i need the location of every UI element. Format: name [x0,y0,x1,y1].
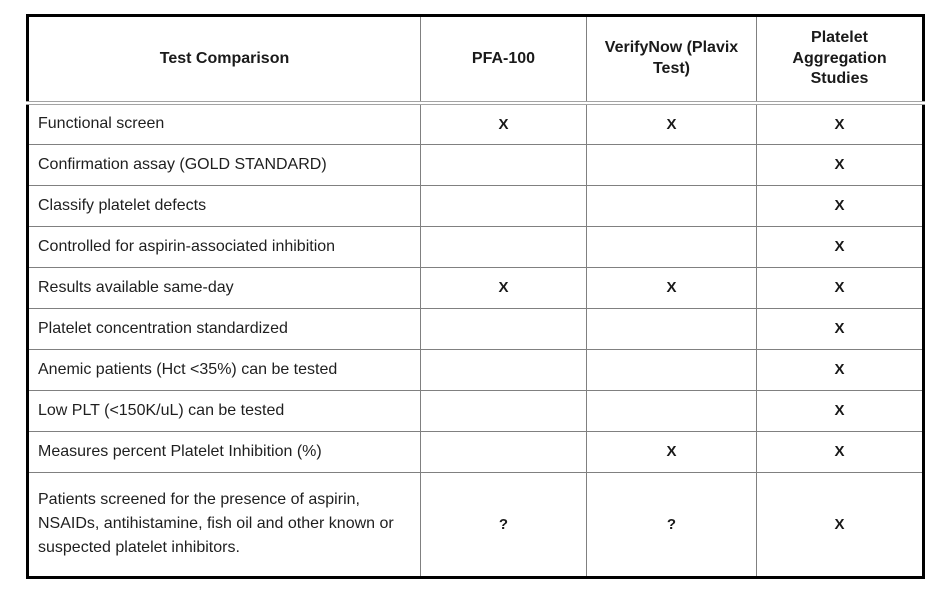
x-mark-cell: X [756,471,924,578]
x-mark-cell: X [756,143,924,186]
x-mark-cell: X [756,184,924,227]
table-row: Low PLT (<150K/uL) can be tested X [27,389,924,432]
table-row: Platelet concentration standardized X [27,307,924,350]
question-mark-cell: ? [586,471,757,578]
table-row: Classify platelet defects X [27,184,924,227]
x-mark-cell: X [420,102,587,145]
empty-cell [586,389,757,432]
header-row: Test Comparison PFA-100 VerifyNow (Plavi… [27,15,924,105]
column-header-platelet-aggregation: Platelet Aggregation Studies [756,15,924,105]
empty-cell [420,389,587,432]
row-label: Controlled for aspirin-associated inhibi… [27,225,421,268]
row-label: Classify platelet defects [27,184,421,227]
x-mark-cell: X [586,266,757,309]
comparison-table: Test Comparison PFA-100 VerifyNow (Plavi… [26,14,925,579]
empty-cell [420,307,587,350]
x-mark-cell: X [756,307,924,350]
table-row: Patients screened for the presence of as… [27,471,924,578]
x-mark-cell: X [586,430,757,473]
table-row: Controlled for aspirin-associated inhibi… [27,225,924,268]
row-label: Anemic patients (Hct <35%) can be tested [27,348,421,391]
x-mark-cell: X [756,266,924,309]
table-row: Results available same-day X X X [27,266,924,309]
table-body: Functional screen X X X Confirmation assay (… [27,102,924,578]
empty-cell [586,307,757,350]
table-row: Functional screen X X X [27,102,924,145]
column-header-verifynow: VerifyNow (Plavix Test) [586,15,757,105]
empty-cell [420,143,587,186]
empty-cell [420,348,587,391]
table-row: Measures percent Platelet Inhibition (%)… [27,430,924,473]
empty-cell [420,225,587,268]
x-mark-cell: X [756,225,924,268]
row-label: Functional screen [27,102,421,145]
row-label: Low PLT (<150K/uL) can be tested [27,389,421,432]
empty-cell [586,348,757,391]
column-header-test-comparison: Test Comparison [27,15,421,105]
x-mark-cell: X [756,102,924,145]
empty-cell [420,184,587,227]
table-row: Confirmation assay (GOLD STANDARD) X [27,143,924,186]
row-label: Platelet concentration standardized [27,307,421,350]
empty-cell [586,143,757,186]
row-label: Results available same-day [27,266,421,309]
row-label: Confirmation assay (GOLD STANDARD) [27,143,421,186]
table-row: Anemic patients (Hct <35%) can be tested… [27,348,924,391]
empty-cell [420,430,587,473]
x-mark-cell: X [586,102,757,145]
row-label: Patients screened for the presence of as… [27,471,421,578]
column-header-pfa-100: PFA-100 [420,15,587,105]
empty-cell [586,184,757,227]
x-mark-cell: X [756,430,924,473]
x-mark-cell: X [756,389,924,432]
question-mark-cell: ? [420,471,587,578]
x-mark-cell: X [420,266,587,309]
x-mark-cell: X [756,348,924,391]
empty-cell [586,225,757,268]
table-header: Test Comparison PFA-100 VerifyNow (Plavi… [27,15,924,105]
row-label: Measures percent Platelet Inhibition (%) [27,430,421,473]
